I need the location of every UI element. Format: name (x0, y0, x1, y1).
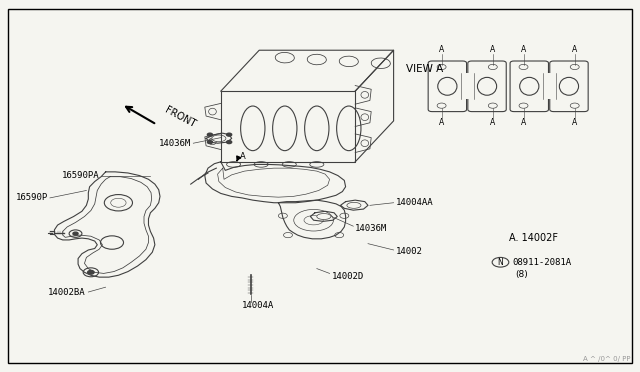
Ellipse shape (438, 77, 457, 95)
FancyBboxPatch shape (428, 61, 467, 112)
Ellipse shape (304, 216, 323, 225)
Ellipse shape (520, 77, 539, 95)
FancyBboxPatch shape (468, 61, 506, 112)
Ellipse shape (254, 161, 268, 167)
Text: N: N (498, 258, 503, 267)
Text: 14002BA: 14002BA (48, 288, 86, 296)
Ellipse shape (337, 106, 361, 151)
Text: A: A (521, 45, 526, 54)
Text: A. 14002F: A. 14002F (509, 233, 558, 243)
Circle shape (227, 133, 232, 136)
Bar (461, 73, 474, 99)
Text: FRONT: FRONT (163, 105, 197, 129)
Text: 14004A: 14004A (242, 301, 274, 310)
Ellipse shape (317, 214, 331, 219)
Ellipse shape (241, 106, 265, 151)
Text: 16590P: 16590P (16, 193, 48, 202)
Ellipse shape (282, 161, 296, 167)
Ellipse shape (273, 106, 297, 151)
Ellipse shape (307, 54, 326, 65)
FancyBboxPatch shape (550, 61, 588, 112)
Ellipse shape (275, 52, 294, 63)
Ellipse shape (361, 92, 369, 98)
Text: A: A (439, 118, 444, 127)
Text: A: A (241, 153, 246, 161)
Ellipse shape (305, 106, 329, 151)
Ellipse shape (310, 161, 324, 167)
Ellipse shape (347, 202, 361, 208)
Text: A: A (572, 45, 577, 54)
Ellipse shape (209, 138, 216, 145)
Ellipse shape (559, 77, 579, 95)
Ellipse shape (212, 135, 226, 142)
Text: 16590PA: 16590PA (61, 171, 99, 180)
Ellipse shape (477, 77, 497, 95)
Text: 08911-2081A: 08911-2081A (512, 258, 571, 267)
Text: VIEW A: VIEW A (406, 64, 444, 74)
FancyBboxPatch shape (510, 61, 548, 112)
Text: 14036M: 14036M (355, 224, 387, 233)
Text: A: A (439, 45, 444, 54)
Circle shape (227, 141, 232, 144)
Text: 14036M: 14036M (159, 139, 191, 148)
Ellipse shape (339, 56, 358, 67)
Text: A: A (521, 118, 526, 127)
Ellipse shape (209, 108, 216, 115)
Text: A: A (490, 45, 495, 54)
Circle shape (207, 141, 212, 144)
Bar (543, 73, 556, 99)
Circle shape (88, 270, 94, 274)
Circle shape (73, 232, 78, 235)
Ellipse shape (361, 114, 369, 121)
Text: A: A (490, 118, 495, 127)
Text: A: A (572, 118, 577, 127)
Text: 14002: 14002 (396, 247, 422, 256)
Ellipse shape (361, 140, 369, 147)
Ellipse shape (227, 161, 241, 167)
Text: (8): (8) (515, 270, 528, 279)
Ellipse shape (371, 58, 390, 68)
Text: 14004AA: 14004AA (396, 198, 433, 207)
Text: 14002D: 14002D (332, 272, 364, 280)
Text: A ^ /0^ 0/ PP: A ^ /0^ 0/ PP (583, 356, 630, 362)
Circle shape (207, 133, 212, 136)
Ellipse shape (294, 209, 333, 231)
